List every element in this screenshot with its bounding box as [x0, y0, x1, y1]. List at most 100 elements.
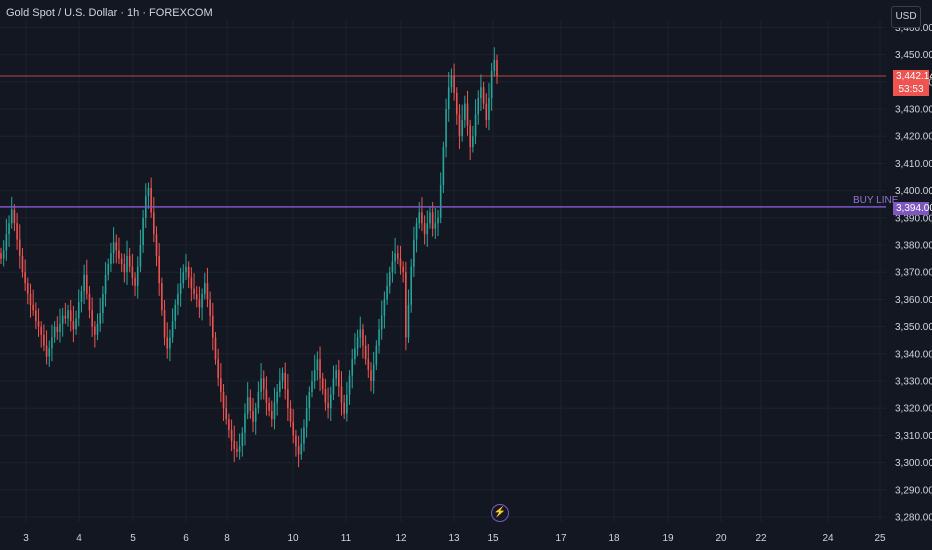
candle-body — [153, 212, 155, 235]
candle-body — [418, 212, 421, 224]
y-tick-label: 3,430.00 — [895, 105, 932, 116]
candle-body — [252, 410, 254, 422]
y-tick-label: 3,370.00 — [895, 268, 932, 279]
x-tick-label: 18 — [608, 533, 620, 544]
x-tick-label: 6 — [183, 533, 189, 544]
candle-body — [99, 313, 102, 324]
candle-body — [364, 345, 367, 360]
candle-body — [29, 293, 32, 305]
candle-body — [75, 318, 77, 330]
candle-body — [335, 370, 337, 379]
candle-body — [169, 337, 171, 349]
candle-body — [391, 261, 394, 273]
candle-body — [289, 408, 292, 422]
candle-body — [185, 266, 187, 273]
x-tick-label: 8 — [224, 533, 230, 544]
candle-body — [287, 389, 289, 409]
candle-body — [405, 272, 407, 338]
candle-body — [88, 293, 91, 311]
y-tick-label: 3,310.00 — [895, 431, 932, 442]
x-tick-label: 4 — [76, 533, 82, 544]
candle-body — [488, 98, 490, 120]
x-tick-label: 19 — [662, 533, 674, 544]
candle-body — [268, 402, 270, 411]
candle-body — [394, 253, 396, 262]
candle-body — [201, 293, 203, 308]
x-tick-label: 5 — [130, 533, 136, 544]
candle-body — [442, 147, 445, 186]
candle-body — [24, 272, 26, 284]
candle-body — [292, 421, 295, 436]
candle-body — [466, 103, 469, 126]
x-tick-label: 10 — [287, 533, 299, 544]
candle-body — [303, 427, 305, 444]
candle-body — [378, 329, 380, 346]
candle-body — [321, 378, 324, 390]
candle-body — [212, 315, 214, 338]
candle-body — [59, 323, 61, 333]
candle-body — [236, 449, 238, 452]
candle-body — [388, 272, 391, 286]
y-tick-label: 3,450.00 — [895, 50, 932, 61]
candle-body — [284, 372, 286, 390]
price-axis: 3,460.003,450.003,440.003,430.003,420.00… — [895, 23, 932, 524]
candle-body — [136, 266, 139, 286]
candle-body — [91, 310, 93, 327]
candle-body — [367, 359, 370, 371]
currency-button[interactable]: USD — [891, 6, 921, 28]
candle-body — [354, 348, 356, 360]
candle-body — [53, 326, 56, 338]
y-tick-label: 3,330.00 — [895, 377, 932, 388]
buy-line-label: BUY LINE — [853, 195, 899, 206]
current-price-value: 3,442.14 — [896, 71, 932, 82]
candle-body — [69, 310, 72, 322]
candle-body — [147, 187, 150, 197]
candle-body — [193, 288, 195, 294]
current-price-tag: 3,442.14 53:53 — [893, 70, 932, 96]
candle-body — [10, 209, 13, 224]
x-tick-label: 20 — [715, 533, 727, 544]
candle-body — [359, 329, 362, 338]
candle-body — [104, 274, 107, 294]
candle-body — [77, 302, 80, 319]
lightning-icon[interactable]: ⚡ — [491, 504, 509, 522]
candle-body — [260, 378, 262, 392]
candle-body — [72, 321, 75, 330]
candle-body — [51, 337, 53, 349]
candle-body — [472, 136, 474, 148]
candle-body — [102, 293, 104, 313]
y-tick-label: 3,410.00 — [895, 159, 932, 170]
candle-body — [375, 345, 378, 365]
candle-body — [279, 381, 281, 392]
buy-line-price-tag: 3,394.00 — [893, 202, 932, 215]
bar-countdown: 53:53 — [898, 84, 924, 95]
candle-body — [362, 329, 364, 346]
candle-body — [372, 364, 375, 381]
candle-body — [112, 242, 115, 254]
candle-body — [40, 326, 43, 335]
candle-body — [346, 394, 348, 414]
candle-body — [230, 429, 233, 441]
candle-body — [128, 255, 131, 267]
candle-body — [316, 359, 319, 371]
candlestick-series — [0, 47, 498, 468]
candle-body — [399, 258, 402, 267]
candle-body — [83, 274, 85, 292]
candle-body — [265, 389, 268, 403]
candle-body — [340, 386, 343, 403]
candle-body — [270, 410, 273, 420]
candle-body — [332, 378, 335, 395]
y-tick-label: 3,320.00 — [895, 404, 932, 415]
candle-body — [56, 326, 59, 333]
y-tick-label: 3,350.00 — [895, 322, 932, 333]
candle-body — [94, 326, 96, 335]
candle-body — [396, 253, 399, 259]
candle-body — [206, 283, 209, 300]
candle-body — [380, 315, 383, 330]
candle-body — [131, 266, 134, 278]
candle-body — [45, 345, 48, 357]
x-tick-label: 11 — [341, 533, 352, 544]
candle-body — [222, 391, 225, 409]
candle-body — [123, 264, 126, 273]
